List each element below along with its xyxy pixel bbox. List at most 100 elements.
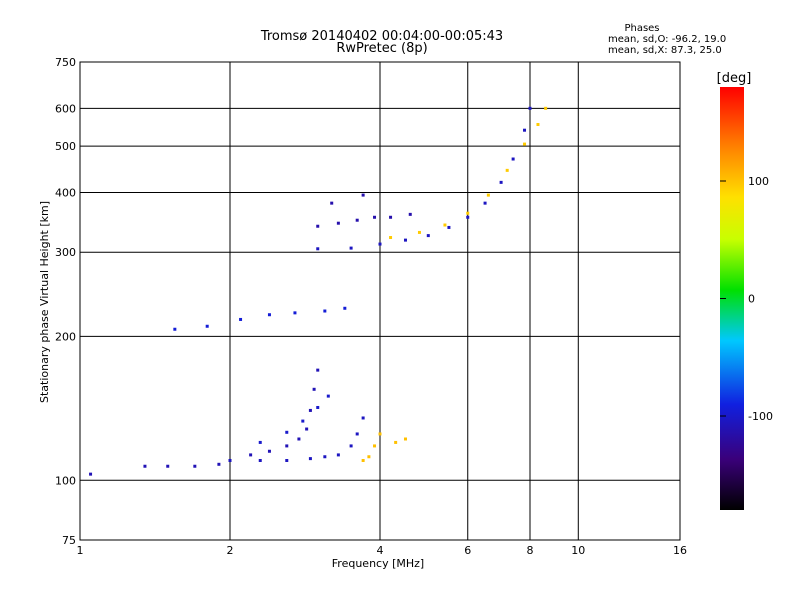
data-point [389, 215, 393, 219]
data-point [349, 246, 353, 250]
data-point [528, 106, 532, 110]
data-point [205, 324, 209, 328]
x-tick-label: 1 [77, 544, 84, 557]
data-point [544, 106, 548, 110]
y-tick-label: 100 [55, 474, 76, 487]
colorbar-tick-label: -100 [748, 410, 773, 423]
data-point [394, 440, 398, 444]
data-point [239, 317, 243, 321]
x-axis-label: Frequency [MHz] [332, 557, 424, 570]
x-tick-label: 8 [527, 544, 534, 557]
data-point [447, 225, 451, 229]
data-point [523, 142, 527, 146]
data-point [403, 437, 407, 441]
y-tick-label: 300 [55, 246, 76, 259]
data-point [258, 458, 262, 462]
x-tick-label: 10 [571, 544, 585, 557]
x-tick-label: 6 [464, 544, 471, 557]
x-tick-label: 4 [377, 544, 384, 557]
data-point [426, 234, 430, 238]
data-point [499, 180, 503, 184]
y-tick-label: 200 [55, 330, 76, 343]
data-point [378, 242, 382, 246]
data-point [217, 462, 221, 466]
y-tick-label: 75 [62, 534, 76, 547]
data-point [443, 223, 447, 227]
data-point [143, 464, 147, 468]
data-point [408, 212, 412, 216]
data-point [285, 430, 289, 434]
data-point [89, 472, 93, 476]
data-point [316, 224, 320, 228]
plot-frame [79, 61, 681, 541]
data-point [326, 394, 330, 398]
data-point [536, 123, 540, 127]
data-point [466, 211, 470, 215]
x-axis: 1 2 4 6 8 10 16 [77, 544, 688, 557]
colorbar-ticks: 100 0 -100 [720, 175, 773, 423]
data-point [367, 455, 371, 459]
stats-header: Phases [624, 23, 659, 34]
y-tick-label: 500 [55, 140, 76, 153]
data-point [285, 458, 289, 462]
data-point [316, 368, 320, 372]
data-point [466, 215, 470, 219]
data-point [267, 449, 271, 453]
data-point [361, 416, 365, 420]
data-point [166, 464, 170, 468]
y-tick-label: 750 [55, 56, 76, 69]
data-point [403, 238, 407, 242]
data-point [308, 457, 312, 461]
data-point [355, 432, 359, 436]
data-point [378, 432, 382, 436]
data-point [173, 327, 177, 331]
data-point [305, 427, 309, 431]
data-point [389, 236, 393, 240]
data-point [316, 405, 320, 409]
y-axis: 75 100 200 300 400 500 600 750 [55, 56, 76, 547]
data-point [373, 444, 377, 448]
colorbar-label: [deg] [717, 71, 752, 86]
colorbar-tick-label: 0 [748, 293, 755, 306]
data-point [228, 458, 232, 462]
data-point [483, 201, 487, 205]
data-point [267, 313, 271, 317]
data-point [297, 437, 301, 441]
y-axis-label: Stationary phase Virtual Height [km] [38, 201, 51, 403]
data-point [355, 218, 359, 222]
colorbar-tick-label: 100 [748, 175, 769, 188]
data-point [285, 444, 289, 448]
data-point [505, 168, 509, 172]
stats-x: mean, sd,X: 87.3, 25.0 [608, 45, 722, 56]
data-point [323, 455, 327, 459]
data-point [523, 128, 527, 132]
data-point [349, 444, 353, 448]
data-point [511, 157, 515, 161]
chart-subtitle: RwPretec (8p) [336, 41, 427, 56]
data-point [486, 193, 490, 197]
data-point [293, 311, 297, 315]
data-point [361, 193, 365, 197]
y-tick-label: 400 [55, 186, 76, 199]
data-point [193, 464, 197, 468]
data-point [308, 408, 312, 412]
data-point [249, 453, 253, 457]
data-point [301, 419, 305, 423]
data-point [361, 458, 365, 462]
data-point [417, 230, 421, 234]
data-point [336, 453, 340, 457]
data-point [258, 440, 262, 444]
x-tick-label: 2 [227, 544, 234, 557]
x-tick-label: 16 [673, 544, 687, 557]
chart-title: Tromsø 20140402 00:04:00-00:05:43 [260, 29, 503, 44]
data-point [373, 215, 377, 219]
data-point [316, 247, 320, 251]
stats-o: mean, sd,O: -96.2, 19.0 [608, 34, 726, 45]
data-point [343, 306, 347, 310]
plot-points [89, 106, 548, 476]
data-point [336, 221, 340, 225]
data-point [323, 309, 327, 313]
data-point [330, 201, 334, 205]
data-point [312, 387, 316, 391]
